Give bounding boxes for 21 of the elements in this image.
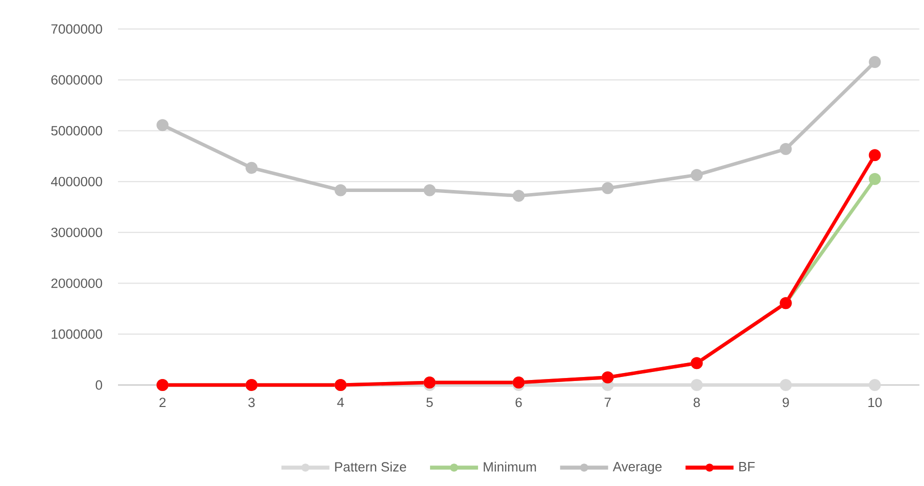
y-tick-label: 0 bbox=[96, 380, 102, 390]
legend-label: Minimum bbox=[484, 462, 536, 472]
y-tick-label: 7000000 bbox=[51, 24, 102, 34]
x-tick-label: 3 bbox=[248, 398, 255, 408]
legend-label: Pattern Size bbox=[335, 462, 406, 472]
x-tick-label: 7 bbox=[604, 398, 611, 407]
x-tick-label: 8 bbox=[694, 398, 700, 408]
x-tick-label: 9 bbox=[782, 398, 789, 408]
x-tick-label: 4 bbox=[337, 398, 344, 407]
y-tick-label: 2000000 bbox=[51, 278, 102, 288]
x-tick-label: 6 bbox=[516, 398, 522, 408]
legend-label: BF bbox=[739, 462, 755, 472]
y-tick-label: 3000000 bbox=[51, 228, 102, 238]
y-tick-label: 1000000 bbox=[52, 329, 102, 339]
y-tick-label: 5000000 bbox=[51, 126, 102, 136]
x-tick-label: 2 bbox=[159, 398, 166, 408]
x-tick-label: 10 bbox=[868, 398, 882, 408]
y-tick-label: 6000000 bbox=[51, 75, 102, 85]
y-tick-label: 4000000 bbox=[51, 176, 102, 186]
x-tick-label: 5 bbox=[426, 398, 433, 408]
legend-label: Average bbox=[612, 462, 662, 474]
